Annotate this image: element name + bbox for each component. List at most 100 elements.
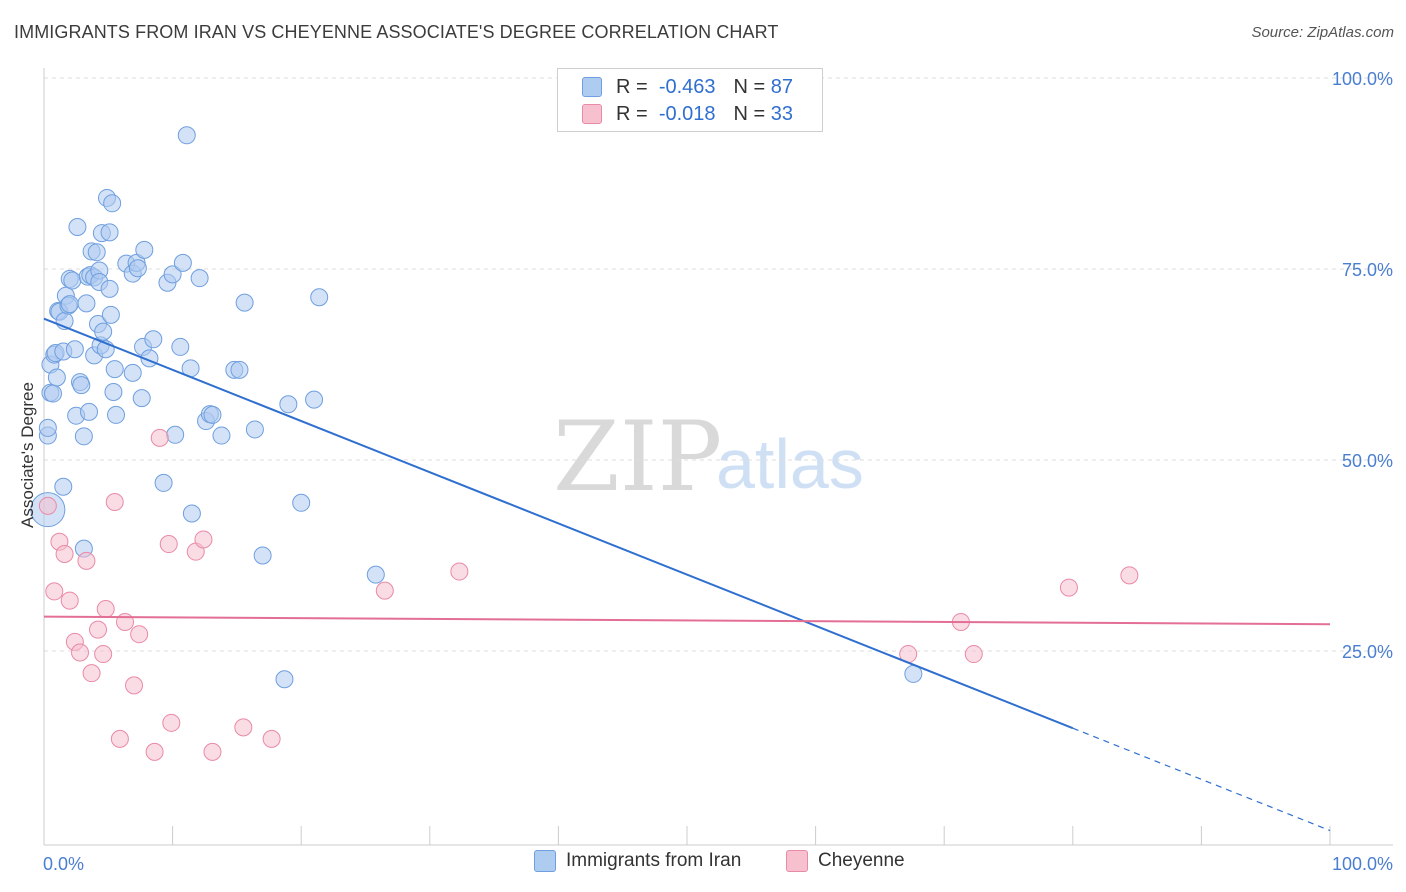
data-point-cheyenne[interactable] [1120,566,1139,585]
data-point-iran[interactable] [154,473,173,492]
data-point-cheyenne[interactable] [45,582,64,601]
legend-swatch-iran [582,77,602,97]
legend-row-iran: R = -0.463 N = 87 [582,74,793,100]
data-point-iran[interactable] [144,330,163,349]
trend-line-cheyenne [43,615,1331,626]
data-point-cheyenne[interactable] [82,664,101,683]
data-point-cheyenne[interactable] [375,581,394,600]
trend-line-iran [43,317,1074,730]
data-point-cheyenne[interactable] [89,620,108,639]
data-point-cheyenne[interactable] [203,742,222,761]
data-point-cheyenne[interactable] [116,612,135,631]
legend-n-label: N = [733,75,766,98]
data-point-cheyenne[interactable] [262,729,281,748]
data-point-iran[interactable] [305,390,324,409]
data-point-iran[interactable] [177,126,196,145]
data-point-iran[interactable] [292,493,311,512]
data-point-cheyenne[interactable] [234,718,253,737]
data-point-iran[interactable] [128,259,147,278]
data-point-cheyenne[interactable] [130,625,149,644]
bottom-legend-swatch-iran [534,850,556,872]
y-tick-label-25: 25.0% [1342,642,1393,662]
series-iran-points [30,126,923,689]
data-point-iran[interactable] [100,279,119,298]
data-point-cheyenne[interactable] [38,496,57,515]
data-point-cheyenne[interactable] [145,742,164,761]
source-label: Source: ZipAtlas.com [1251,24,1394,41]
data-point-iran[interactable] [74,427,93,446]
data-point-iran[interactable] [107,405,126,424]
data-point-iran[interactable] [245,420,264,439]
legend-row-cheyenne: R = -0.018 N = 33 [582,101,793,127]
data-point-iran[interactable] [212,426,231,445]
data-point-iran[interactable] [366,565,385,584]
data-point-iran[interactable] [105,360,124,379]
data-point-iran[interactable] [279,395,298,414]
data-point-iran[interactable] [135,240,154,259]
data-point-iran[interactable] [230,360,249,379]
data-point-iran[interactable] [171,337,190,356]
data-point-iran[interactable] [60,295,79,314]
bottom-legend-label-iran: Immigrants from Iran [566,850,742,871]
legend-r-label: R = [616,75,648,98]
data-point-iran[interactable] [65,340,84,359]
data-point-cheyenne[interactable] [162,713,181,732]
data-point-iran[interactable] [77,294,96,313]
data-point-iran[interactable] [54,477,73,496]
data-point-cheyenne[interactable] [194,530,213,549]
data-point-cheyenne[interactable] [105,493,124,512]
data-point-cheyenne[interactable] [450,562,469,581]
data-point-cheyenne[interactable] [55,544,74,563]
data-point-iran[interactable] [72,376,91,395]
data-point-cheyenne[interactable] [110,729,129,748]
data-point-iran[interactable] [47,368,66,387]
data-point-cheyenne[interactable] [964,645,983,664]
series-cheyenne-points [38,428,1139,761]
watermark-atlas: atlas [716,425,864,503]
data-point-cheyenne[interactable] [150,428,169,447]
data-point-cheyenne[interactable] [71,643,90,662]
data-point-iran[interactable] [123,363,142,382]
data-point-iran[interactable] [100,223,119,242]
data-point-iran[interactable] [190,269,209,288]
data-point-iran[interactable] [253,546,272,565]
data-point-cheyenne[interactable] [77,551,96,570]
bottom-legend-iran[interactable]: Immigrants from Iran [534,850,741,872]
data-point-iran[interactable] [44,384,63,403]
data-point-cheyenne[interactable] [125,676,144,695]
data-point-cheyenne[interactable] [94,645,113,664]
legend-r-iran: -0.463 [658,75,716,98]
data-point-cheyenne[interactable] [159,535,178,554]
data-point-iran[interactable] [38,418,57,437]
data-point-iran[interactable] [94,322,113,341]
data-point-iran[interactable] [87,243,106,262]
y-tick-label-50: 50.0% [1342,451,1393,471]
data-point-cheyenne[interactable] [96,599,115,618]
data-point-iran[interactable] [101,305,120,324]
bottom-legend-swatch-cheyenne [786,850,808,872]
data-point-iran[interactable] [275,670,294,689]
data-point-iran[interactable] [104,383,123,402]
bottom-legend-label-cheyenne: Cheyenne [818,850,905,871]
data-point-iran[interactable] [182,504,201,523]
legend-r-cheyenne: -0.018 [658,102,716,125]
data-point-iran[interactable] [173,253,192,272]
data-point-cheyenne[interactable] [1059,578,1078,597]
bottom-legend-cheyenne[interactable]: Cheyenne [786,850,905,872]
axes [43,68,1393,846]
data-point-iran[interactable] [235,293,254,312]
data-point-iran[interactable] [63,271,82,290]
trend-line-iran-extrapolated [1072,727,1331,832]
legend-n-label: N = [733,102,766,125]
data-point-iran[interactable] [163,265,182,284]
data-point-cheyenne[interactable] [60,591,79,610]
data-point-iran[interactable] [80,402,99,421]
data-point-iran[interactable] [166,425,185,444]
data-point-iran[interactable] [203,405,222,424]
data-point-iran[interactable] [132,389,151,408]
data-point-iran[interactable] [310,288,329,307]
legend-n-iran: 87 [770,75,794,98]
data-point-iran[interactable] [103,194,122,213]
data-point-iran[interactable] [68,217,87,236]
